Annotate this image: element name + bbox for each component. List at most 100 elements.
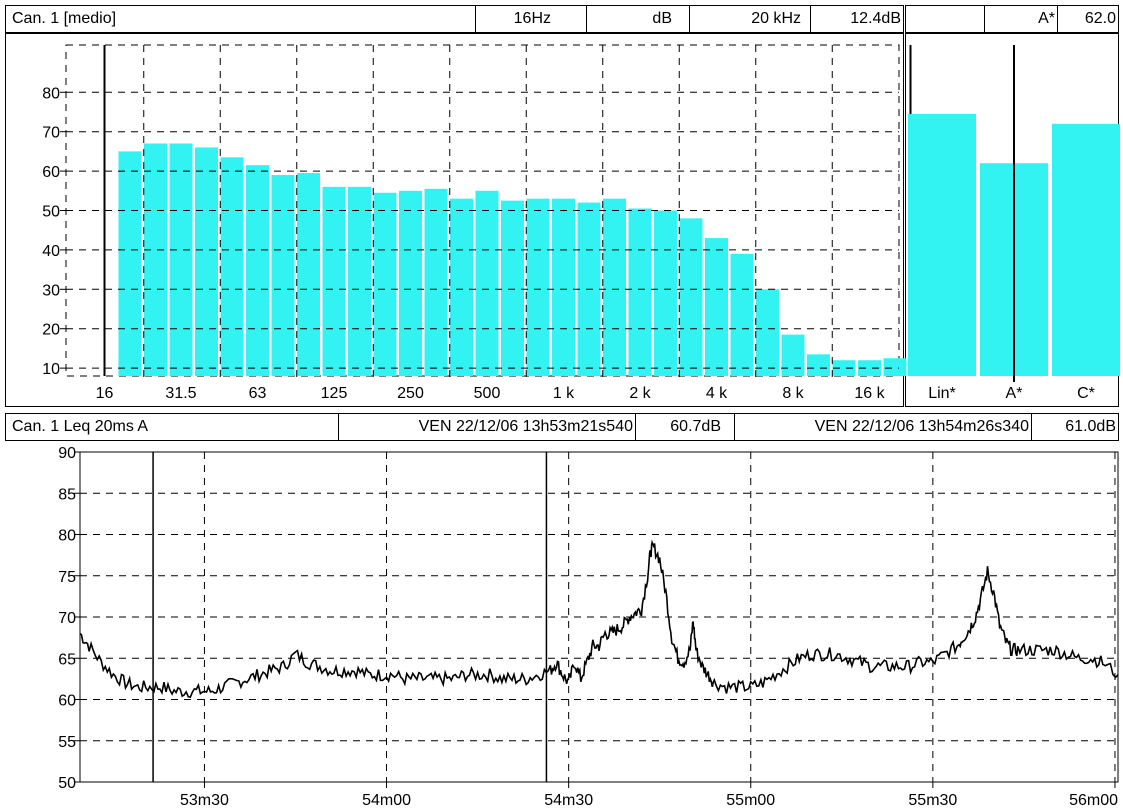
cursor2-freq-unit: Hz: [781, 10, 801, 27]
spectrum-bar: [730, 253, 754, 376]
time-ytick-label: 75: [58, 569, 76, 586]
time-xtick-label: 55m00: [726, 792, 775, 809]
spectrum-bar: [526, 198, 550, 376]
time-xtick-label: 56m00: [1069, 792, 1118, 809]
spectrum-ytick-label: 80: [42, 85, 60, 102]
spectrum-bar: [654, 210, 677, 376]
spectrum-bar: [144, 143, 167, 376]
time-cursor2-field[interactable]: VEN 22/12/06 13h54m26s340: [734, 414, 1031, 440]
time-ytick-label: 50: [58, 775, 76, 792]
weighted-selected-value: 62.0: [1084, 10, 1116, 27]
time-ytick-label: 80: [58, 528, 76, 545]
cursor2-level-value: 12.4: [850, 10, 882, 27]
spectrum-xtick-label: 2 k: [629, 385, 651, 402]
spectrum-ytick-label: 10: [42, 361, 60, 378]
spectrum-bar: [832, 360, 856, 376]
time-ytick-label: 85: [58, 486, 76, 503]
spectrum-bar: [399, 190, 422, 376]
time-cursor1-field[interactable]: VEN 22/12/06 13h53m21s540: [338, 414, 635, 440]
time-plot-frame: [79, 451, 1119, 783]
spectrum-xtick-label: 8 k: [782, 385, 804, 402]
spectrum-ytick-label: 40: [42, 243, 60, 260]
cursor1-freq-field[interactable]: 16Hz: [475, 6, 553, 32]
spectrum-bar: [348, 186, 371, 376]
weighted-selected-value-field[interactable]: 62.0: [1057, 6, 1118, 32]
time-header: Can. 1 Leq 20ms A VEN 22/12/06 13h53m21s…: [5, 413, 1119, 441]
time-channel-label: Can. 1 Leq 20ms A: [12, 418, 149, 435]
time-cursor1-level: 60.7: [670, 418, 702, 435]
spectrum-xtick-label: 16 k: [854, 385, 885, 402]
weighted-bar-label: C*: [1077, 385, 1095, 402]
time-cursor2-level-field[interactable]: 61.0dB: [1031, 414, 1118, 440]
weighted-header: A* 62.0: [905, 5, 1119, 33]
spectrum-bar: [756, 289, 779, 376]
cursor2-level-unit: dB: [881, 10, 901, 27]
cursor2-level-field[interactable]: 12.4dB: [810, 6, 903, 32]
spectrum-ytick-label: 60: [42, 164, 60, 181]
spectrum-bar: [297, 173, 320, 376]
spectrum-bar: [883, 358, 907, 376]
spectrum-xtick-label: 31.5: [165, 385, 196, 402]
spectrum-bar: [781, 334, 805, 376]
spectrum-bar: [628, 208, 652, 376]
spectrum-xtick-label: 500: [474, 385, 501, 402]
time-ytick-label: 65: [58, 651, 76, 668]
spectrum-ytick-label: 70: [42, 125, 60, 142]
spectrum-bar: [322, 186, 346, 376]
cursor2-freq-value: 20 k: [751, 10, 782, 27]
spectrum-ytick-label: 30: [42, 282, 60, 299]
weighted-bar-label: A*: [1006, 385, 1023, 402]
spectrum-bar: [552, 198, 575, 376]
spectrum-xtick-label: 63: [249, 385, 267, 402]
spectrum-bar: [807, 354, 830, 376]
spectrum-ytick-label: 50: [42, 204, 60, 221]
time-cursor2-level: 61.0: [1065, 418, 1097, 435]
spectrum-bar: [858, 360, 881, 376]
time-cursor1-time: VEN 22/12/06 13h53m21s540: [418, 418, 633, 435]
spectrum-channel-label: Can. 1 [medio]: [12, 10, 117, 27]
time-xtick-label: 54m30: [544, 792, 593, 809]
time-ytick-label: 90: [58, 445, 76, 462]
time-cursor1-level-field[interactable]: 60.7dB: [635, 414, 723, 440]
spectrum-bar: [271, 175, 295, 376]
cursor2-freq-field[interactable]: 20 kHz: [689, 6, 803, 32]
spectrum-bar: [373, 192, 397, 376]
time-ytick-label: 60: [58, 693, 76, 710]
spectrum-bar: [118, 151, 142, 376]
spectrum-header: Can. 1 [medio] 16Hz dB 20 kHz 12.4dB: [5, 5, 904, 33]
cursor1-freq-unit: Hz: [531, 10, 551, 27]
spectrum-bar: [169, 143, 193, 376]
time-xtick-label: 54m00: [362, 792, 411, 809]
cursor1-freq-value: 16: [513, 10, 532, 27]
spectrum-xtick-label: 250: [397, 385, 424, 402]
spectrum-bar: [679, 218, 703, 376]
spectrum-bar: [450, 198, 473, 376]
weighted-bar-c: [1052, 123, 1120, 376]
cursor1-level-field[interactable]: dB: [586, 6, 674, 32]
spectrum-xtick-label: 4 k: [706, 385, 728, 402]
spectrum-bar: [501, 200, 524, 376]
spectrum-xtick-label: 125: [321, 385, 348, 402]
spectrum-ytick-label: 20: [42, 322, 60, 339]
spectrum-bar: [424, 188, 448, 376]
time-ytick-label: 55: [58, 734, 76, 751]
spectrum-xtick-label: 16: [96, 385, 114, 402]
time-series-trace: [79, 539, 1119, 699]
weighted-bar-label: Lin*: [928, 385, 956, 402]
spectrum-bar: [603, 198, 626, 376]
cursor1-level-unit: dB: [652, 10, 672, 27]
time-xtick-label: 53m30: [180, 792, 229, 809]
time-xtick-label: 55m30: [908, 792, 957, 809]
spectrum-bar: [705, 238, 728, 376]
weighted-selected-label: A*: [1038, 10, 1055, 27]
time-cursor2-time: VEN 22/12/06 13h54m26s340: [814, 418, 1029, 435]
spectrum-bar: [220, 157, 244, 376]
weighted-bar-lin: [908, 113, 976, 376]
time-ytick-label: 70: [58, 610, 76, 627]
time-cursor2-unit: dB: [1096, 418, 1116, 435]
time-cursor1-unit: dB: [701, 418, 721, 435]
weighted-selected-label-field[interactable]: A*: [984, 6, 1057, 32]
spectrum-bar: [246, 165, 269, 376]
spectrum-xtick-label: 1 k: [553, 385, 575, 402]
spectrum-bar: [195, 147, 218, 376]
